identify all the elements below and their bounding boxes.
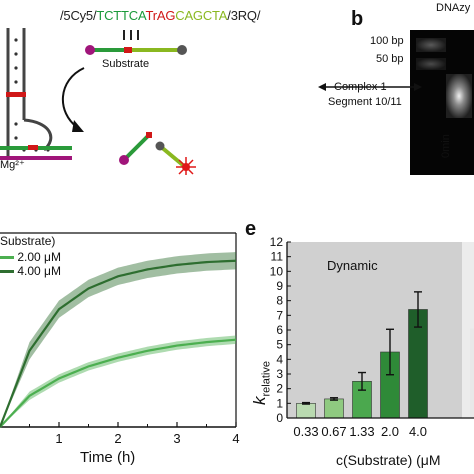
magnesium-label: Mg²⁺: [0, 159, 25, 171]
bar-chart-xlabel: c(Substrate) (μM: [336, 452, 441, 468]
panel-letter-b: b: [351, 8, 364, 30]
gel-marker-100-label: 100 bp: [370, 35, 404, 47]
legend-item: 2.00 μM: [0, 250, 61, 264]
sequence-part: TrAG: [145, 8, 176, 23]
gel-band-complex: [446, 74, 472, 118]
bound-cleavage-marker: [28, 145, 38, 150]
y-tick-label: 12: [270, 235, 284, 249]
legend-swatch: [0, 256, 14, 260]
y-tick-label: 6: [276, 323, 283, 337]
kinetics-line-chart: 1 2 3 4: [0, 232, 240, 446]
sequence-part: /3RQ/: [227, 8, 261, 23]
series-band: [0, 335, 236, 427]
panel-letter-e: e: [245, 218, 257, 240]
bar-chart-region-label: Dynamic: [327, 258, 378, 273]
x-tick-label: 0.67: [321, 424, 346, 439]
dynamic-region: [287, 242, 462, 418]
y-tick-label: 9: [276, 279, 283, 293]
cleavage-site-marker: [6, 92, 26, 97]
y-tick-label: 4: [276, 352, 283, 366]
gel-image: [410, 30, 474, 175]
gel-segment-label: Segment 10/11: [328, 96, 402, 108]
sequence-part: /5Cy5/: [60, 8, 97, 23]
y-tick-label: 1: [276, 396, 283, 410]
line-chart-series: [0, 259, 237, 428]
bar-chart-bars: 0.33 0.67 1.33 2.0 4.0: [293, 291, 474, 439]
series-band: [0, 252, 236, 427]
legend-label: 4.00 μM: [17, 264, 61, 278]
x-tick-label: 0.33: [293, 424, 318, 439]
sequence-label: /5Cy5/TCTTCATrAGCAGCTA/3RQ/: [60, 8, 260, 23]
sequence-part: CAGCTA: [175, 8, 228, 23]
complex-dots: [14, 38, 50, 152]
reaction-arrow: [62, 67, 85, 129]
x-tick-label: 1: [55, 431, 62, 446]
ylabel-subscript: relative: [260, 361, 273, 397]
bar-chart-ylabel: krelative: [250, 361, 272, 405]
arrow-head-icon: [72, 120, 84, 132]
y-tick-label: 5: [276, 338, 283, 352]
bar-partial: [470, 328, 474, 418]
y-tick-label: 11: [271, 250, 284, 264]
y-tick-label: 2: [276, 382, 283, 396]
series-line: [0, 259, 237, 428]
y-tick-label: 8: [276, 294, 283, 308]
gel-arrow: [318, 83, 422, 91]
legend-title: Substrate): [0, 234, 56, 248]
gel-band-marker-50: [416, 58, 446, 70]
cleaved-fragment-right: [155, 141, 196, 175]
ylabel-k: k: [250, 396, 269, 406]
sequence-part: TCTTCA: [96, 8, 146, 23]
y-tick-label: 0: [276, 411, 283, 425]
substrate-strand: [85, 45, 187, 55]
dnazyme-complex: [6, 28, 53, 158]
substrate-label: Substrate: [102, 58, 150, 70]
bar: [324, 398, 344, 419]
gel-marker-50-label: 50 bp: [376, 53, 404, 65]
x-tick-label: 4: [232, 431, 239, 446]
legend-label: 2.00 μM: [17, 250, 61, 264]
quencher-icon: [177, 45, 187, 55]
y-tick-label: 10: [270, 264, 284, 278]
x-tick-label: 2.0: [381, 424, 399, 439]
y-tick-label: 7: [276, 308, 283, 322]
gel-band-marker-100: [416, 38, 446, 52]
gel-time-label: 0min: [440, 134, 452, 158]
hybridization-bars: [123, 30, 139, 40]
x-tick-label: 1.33: [349, 424, 374, 439]
dnazyme-schematic: [0, 28, 196, 175]
gel-lane-header: DNAzy: [436, 2, 471, 14]
cleaved-fragment-left: [119, 132, 152, 165]
y-tick-label: 3: [276, 367, 283, 381]
x-tick-label: 2: [114, 431, 121, 446]
line-chart-xlabel: Time (h): [80, 449, 136, 466]
bar: [296, 403, 316, 419]
line-chart-bands: [0, 252, 236, 427]
series-line: [0, 338, 237, 428]
legend-item: 4.00 μM: [0, 264, 61, 278]
fluorophore-icon: [85, 45, 95, 55]
x-tick-label: 4.0: [409, 424, 427, 439]
legend-swatch: [0, 270, 14, 274]
line-chart-ticks: 1 2 3 4: [29, 422, 240, 446]
x-tick-label: 3: [173, 431, 180, 446]
